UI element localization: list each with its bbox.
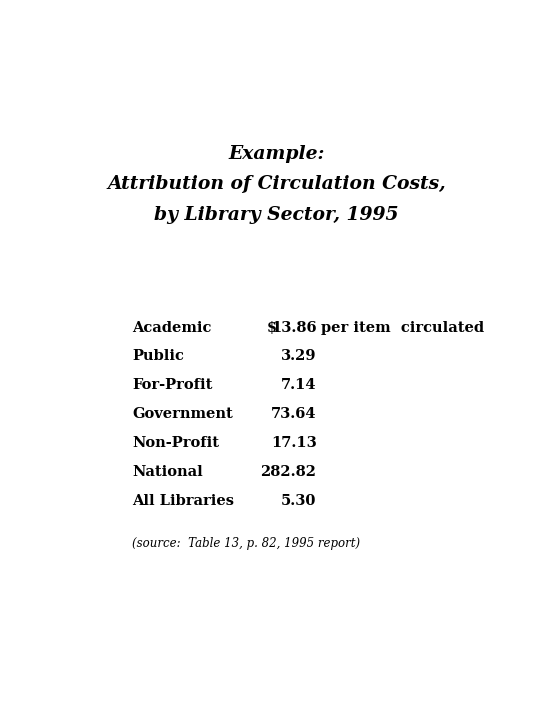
Text: 5.30: 5.30 — [281, 493, 316, 508]
Text: 3.29: 3.29 — [281, 349, 316, 364]
Text: 13.86: 13.86 — [271, 320, 316, 335]
Text: Government: Government — [132, 407, 233, 421]
Text: For-Profit: For-Profit — [132, 378, 213, 392]
Text: Non-Profit: Non-Profit — [132, 436, 219, 450]
Text: Public: Public — [132, 349, 184, 364]
Text: 17.13: 17.13 — [271, 436, 316, 450]
Text: by Library Sector, 1995: by Library Sector, 1995 — [154, 206, 399, 224]
Text: National: National — [132, 464, 203, 479]
Text: $: $ — [266, 320, 276, 335]
Text: 73.64: 73.64 — [271, 407, 316, 421]
Text: (source:  Table 13, p. 82, 1995 report): (source: Table 13, p. 82, 1995 report) — [132, 537, 361, 550]
Text: Academic: Academic — [132, 320, 212, 335]
Text: 282.82: 282.82 — [260, 464, 316, 479]
Text: 7.14: 7.14 — [281, 378, 316, 392]
Text: Attribution of Circulation Costs,: Attribution of Circulation Costs, — [107, 175, 446, 193]
Text: per item  circulated: per item circulated — [321, 320, 484, 335]
Text: Example:: Example: — [228, 145, 325, 163]
Text: All Libraries: All Libraries — [132, 493, 234, 508]
